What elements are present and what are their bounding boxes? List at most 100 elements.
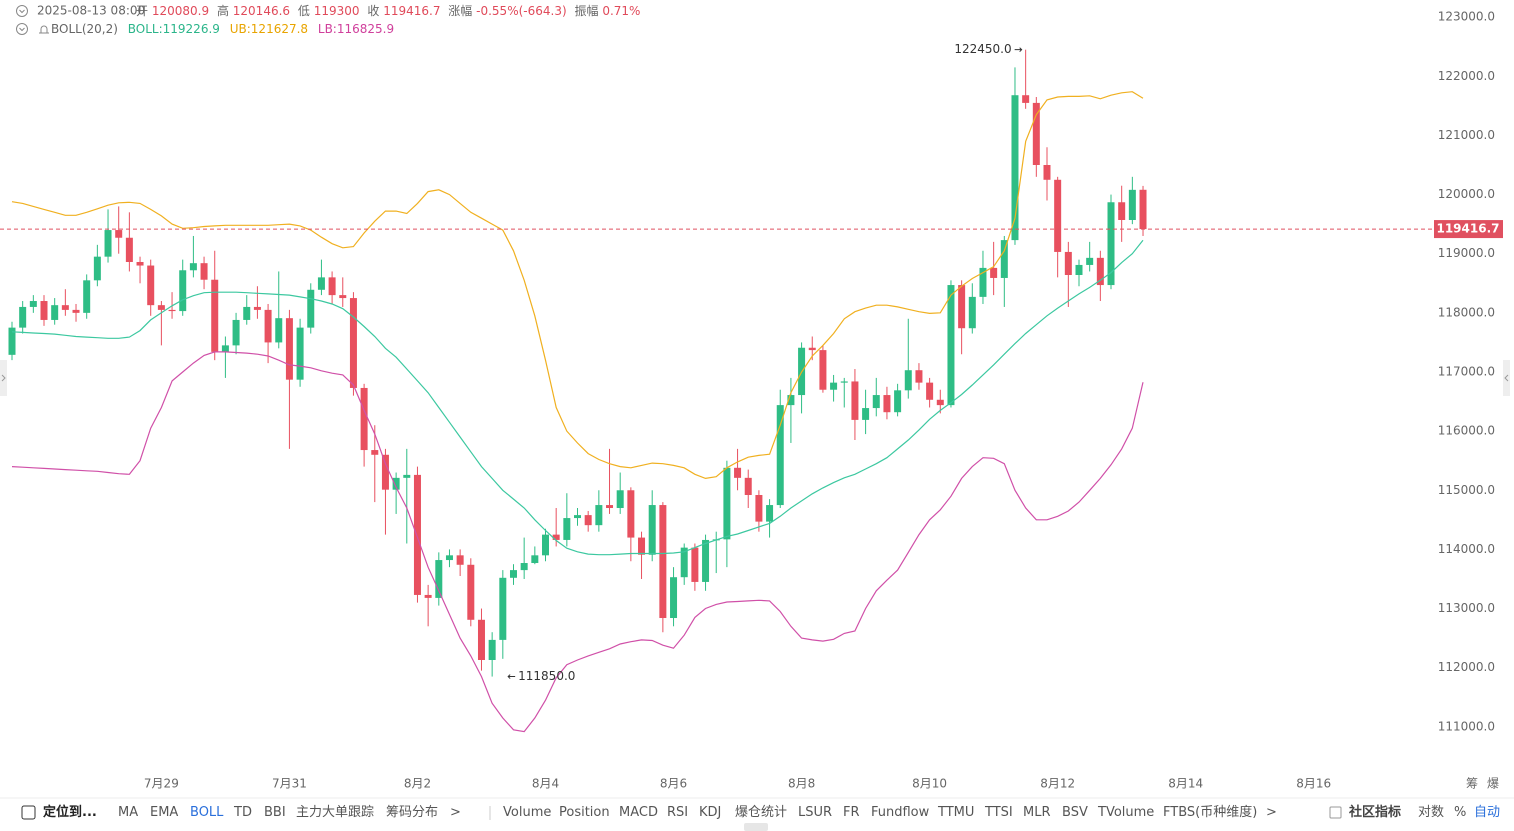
toolbar-item[interactable]: FTBS(币种维度)	[1163, 805, 1258, 820]
toolbar-item[interactable]: MA	[118, 805, 139, 820]
candle-body	[915, 370, 923, 383]
toolbar-item[interactable]: TTMU	[938, 805, 975, 820]
toolbar-item[interactable]: KDJ	[699, 805, 722, 820]
candle-body	[979, 267, 987, 297]
price-tag	[1434, 220, 1503, 239]
candle-body	[627, 490, 635, 538]
candle-body	[819, 350, 827, 390]
toolbar-item[interactable]: 对数	[1418, 805, 1445, 820]
candle-body	[1118, 202, 1126, 220]
boll-lower	[11, 351, 1144, 733]
toolbar-item[interactable]: %	[1454, 805, 1467, 820]
toolbar-item[interactable]: BBI	[264, 805, 286, 820]
toolbar-item[interactable]: 爆仓统计	[735, 805, 788, 820]
toolbar-item[interactable]: 自动	[1474, 805, 1501, 820]
toolbar-item[interactable]: MLR	[1023, 805, 1051, 820]
left-handle[interactable]	[0, 360, 7, 396]
y-tick-label: 113000.0	[1438, 601, 1495, 615]
candle-body	[179, 270, 187, 312]
candle-body	[509, 570, 517, 578]
label: LB:	[318, 22, 337, 36]
candle-body	[83, 280, 91, 313]
candle-body	[8, 327, 16, 355]
candle-body	[296, 327, 304, 380]
candle-body	[339, 295, 347, 299]
candle-body	[606, 505, 614, 509]
toolbar-item[interactable]: EMA	[150, 805, 179, 820]
price-tag-label: 119416.7	[1436, 222, 1499, 236]
chevron	[19, 27, 25, 32]
toolbar-item[interactable]: BOLL	[190, 805, 224, 820]
toolbar-item[interactable]: RSI	[667, 805, 689, 820]
value: 119416.7	[383, 4, 440, 18]
toolbar-item[interactable]: Fundflow	[871, 805, 930, 820]
toolbar-item[interactable]: LSUR	[798, 805, 833, 820]
candle-body	[477, 619, 485, 660]
toolbar-item[interactable]: MACD	[619, 805, 658, 820]
panel-handle[interactable]	[744, 823, 768, 831]
x-tick-label: 8月16	[1296, 777, 1331, 791]
toolbar-item[interactable]: Volume	[503, 805, 552, 820]
candle-body	[531, 555, 539, 564]
toolbar-item[interactable]: 定位到...	[43, 805, 97, 820]
candle-body	[766, 505, 774, 522]
candle-body	[72, 309, 80, 313]
right-handle[interactable]	[1503, 360, 1510, 396]
candle-body	[904, 370, 912, 391]
candle-body	[808, 347, 816, 351]
candle-body	[488, 639, 496, 660]
candle-body	[93, 256, 101, 281]
candle-body	[424, 594, 432, 598]
chevron	[19, 9, 25, 14]
indicator-readout: BOLL(20,2) BOLL:119226.9 UB:121627.8 LB:…	[51, 22, 394, 36]
y-tick-label: 123000.0	[1438, 10, 1495, 24]
bell-icon[interactable]	[39, 25, 49, 34]
toolbar-item[interactable]: >	[450, 805, 461, 820]
value: 116825.9	[337, 22, 394, 36]
toolbar-item[interactable]: TD	[234, 805, 252, 820]
candle-body	[520, 563, 528, 571]
candle-body	[168, 309, 176, 312]
toolbar-item[interactable]: Position	[559, 805, 610, 820]
candle-body	[734, 467, 742, 478]
toolbar-item[interactable]: >	[1266, 805, 1277, 820]
candle-body	[542, 534, 549, 556]
toolbar-item[interactable]: FR	[843, 805, 860, 820]
candle-body	[830, 382, 838, 390]
candle-body	[958, 285, 966, 329]
candle-body	[862, 408, 870, 420]
axis-tool[interactable]: 筹	[1466, 777, 1478, 791]
boll-mid	[11, 239, 1144, 556]
value: 120080.9	[152, 4, 209, 18]
x-tick-label: 8月4	[532, 777, 559, 791]
ohlc-readout: 开 120080.9 高 120146.6 低 119300 收 119416.…	[136, 3, 640, 18]
axis-tool[interactable]: 爆	[1487, 777, 1499, 791]
candle-body	[435, 560, 443, 598]
collapse-icon[interactable]	[16, 5, 28, 17]
label: 开	[136, 4, 148, 18]
toolbar-item[interactable]: 社区指标	[1349, 805, 1402, 820]
collapse-icon[interactable]	[16, 23, 28, 35]
toolbar-item[interactable]: 主力大单跟踪	[296, 805, 375, 820]
candle-body	[1139, 189, 1147, 230]
candle-body	[275, 318, 283, 343]
arrow	[507, 674, 516, 679]
candle-body	[563, 518, 571, 540]
toolbar-item[interactable]: TTSI	[985, 805, 1013, 820]
toolbar-item[interactable]: BSV	[1062, 805, 1088, 820]
candle-body	[499, 577, 507, 640]
candle-body	[40, 301, 48, 320]
community-icon[interactable]	[1329, 806, 1342, 819]
arrow	[1504, 374, 1509, 382]
candle-body	[253, 306, 261, 310]
candle-body	[1107, 202, 1115, 286]
locate-icon[interactable]	[21, 805, 36, 820]
y-tick-label: 121000.0	[1438, 128, 1495, 142]
candle-body	[61, 305, 69, 310]
value: 0.71%	[602, 4, 640, 18]
candle-body	[1064, 251, 1072, 275]
toolbar-item[interactable]: TVolume	[1098, 805, 1155, 820]
toolbar-item[interactable]: 筹码分布	[386, 805, 439, 820]
arrow	[1014, 47, 1023, 53]
